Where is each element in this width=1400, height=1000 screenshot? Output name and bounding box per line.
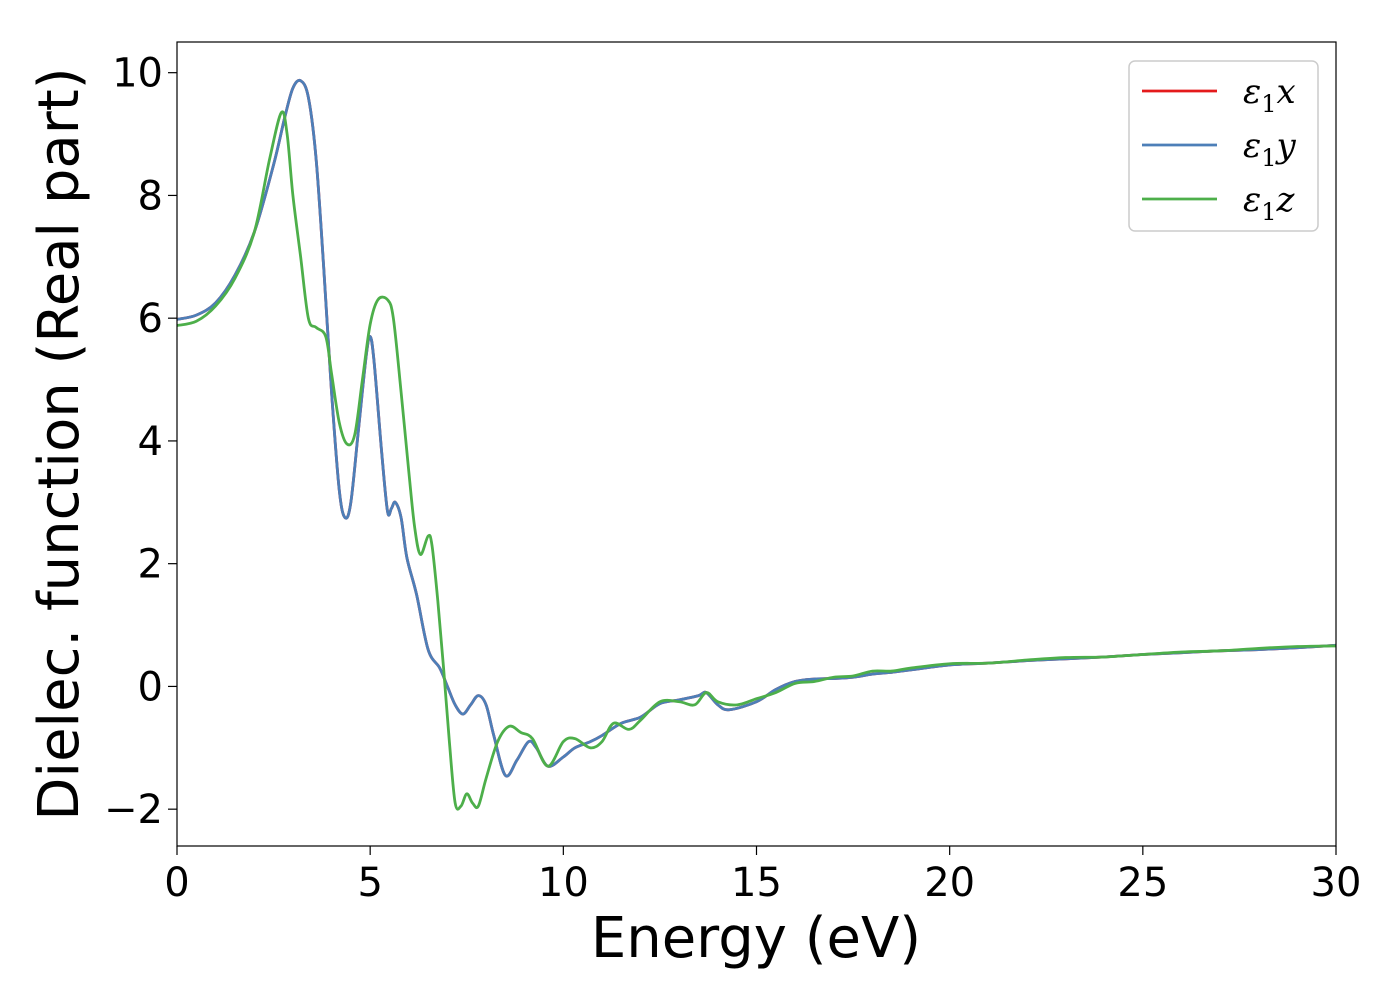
x-tick-label: 10 xyxy=(538,860,589,906)
y-tick-label: −2 xyxy=(104,787,163,833)
legend-label-x: ε1x xyxy=(1243,72,1296,118)
x-tick-label: 0 xyxy=(164,860,189,906)
x-axis: 0 5 10 15 20 25 30 xyxy=(164,846,1361,906)
y-tick-label: 10 xyxy=(112,51,163,97)
x-axis-title: Energy (eV) xyxy=(591,906,921,971)
y-tick-label: 8 xyxy=(138,173,163,219)
series-line-z xyxy=(177,110,1336,811)
y-tick-label: 2 xyxy=(138,542,163,588)
x-tick-label: 15 xyxy=(731,860,782,906)
y-axis: −2 0 2 4 6 8 10 xyxy=(104,51,177,833)
x-tick-label: 25 xyxy=(1117,860,1168,906)
legend-frame xyxy=(1128,60,1319,232)
y-tick-label: 0 xyxy=(138,664,163,710)
x-tick-label: 5 xyxy=(357,860,382,906)
y-tick-label: 6 xyxy=(138,296,163,342)
series-layer xyxy=(177,78,1336,811)
legend-label-y: ε1y xyxy=(1243,126,1297,172)
y-tick-label: 4 xyxy=(138,419,163,465)
y-axis-title: Dielec. function (Real part) xyxy=(27,67,92,820)
x-tick-label: 20 xyxy=(924,860,975,906)
legend-label-z: ε1z xyxy=(1243,180,1296,226)
legend: ε1x ε1y ε1z xyxy=(1128,60,1319,232)
x-tick-label: 30 xyxy=(1311,860,1362,906)
